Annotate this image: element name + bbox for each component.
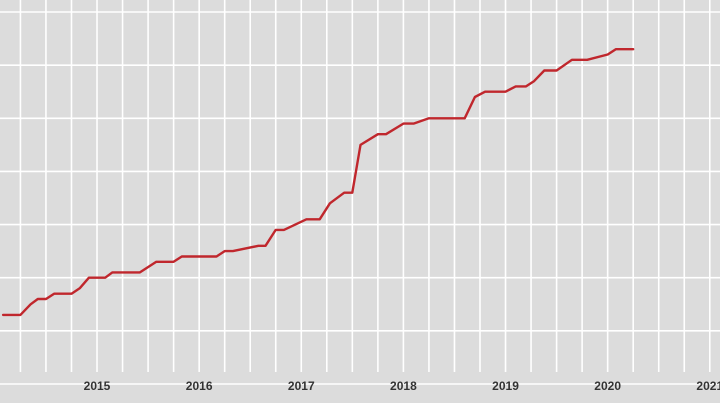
x-tick-label-2016: 2016: [186, 379, 213, 393]
vertical-gridlines: [19, 0, 711, 372]
series-layer: [1, 48, 635, 317]
x-tick-label-2017: 2017: [288, 379, 315, 393]
x-tick-label-2018: 2018: [390, 379, 417, 393]
x-tick-label-2015: 2015: [84, 379, 111, 393]
horizontal-gridlines: [0, 11, 720, 385]
x-axis-tick-labels: 2015 2016 2017 2018 2019 2020 2021: [84, 379, 720, 393]
x-tick-label-2020: 2020: [594, 379, 621, 393]
series-line-0: [1, 48, 635, 317]
x-tick-label-2021: 2021: [696, 379, 720, 393]
x-tick-label-2019: 2019: [492, 379, 519, 393]
